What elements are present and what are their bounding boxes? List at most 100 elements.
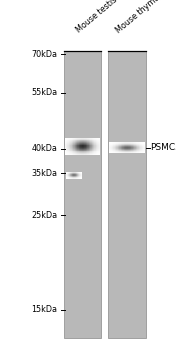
Bar	[120, 148, 121, 149]
Bar	[70, 143, 71, 144]
Bar	[89, 154, 90, 155]
Bar	[66, 139, 67, 140]
Bar	[80, 144, 81, 145]
Bar	[81, 153, 82, 154]
Bar	[65, 151, 66, 152]
Bar	[93, 143, 94, 144]
Bar	[97, 142, 98, 143]
Bar	[74, 153, 75, 154]
Bar	[137, 148, 138, 149]
Bar	[131, 151, 132, 152]
Bar	[71, 150, 72, 151]
Bar	[78, 150, 79, 151]
Bar	[85, 147, 86, 148]
Bar	[76, 151, 77, 152]
Bar	[81, 176, 82, 177]
Bar	[70, 151, 71, 152]
Bar	[77, 150, 78, 151]
Bar	[82, 143, 83, 144]
Bar	[70, 174, 71, 175]
Bar	[87, 146, 88, 147]
Bar	[91, 139, 92, 140]
Bar	[81, 138, 82, 139]
Bar	[78, 174, 79, 175]
Bar	[109, 144, 110, 145]
Bar	[78, 140, 79, 141]
Bar	[117, 149, 118, 150]
Bar	[72, 144, 73, 145]
Bar	[76, 154, 77, 155]
Bar	[85, 141, 86, 142]
Bar	[77, 153, 78, 154]
Bar	[80, 146, 81, 147]
Bar	[96, 138, 97, 139]
Bar	[114, 149, 115, 150]
Bar	[143, 148, 144, 149]
Bar	[74, 148, 75, 149]
Bar	[121, 147, 122, 148]
Bar	[65, 147, 66, 148]
Bar	[135, 145, 136, 146]
Bar	[131, 147, 132, 148]
Bar	[73, 176, 74, 177]
Bar	[89, 140, 90, 141]
Bar	[121, 148, 122, 149]
Bar	[115, 144, 116, 145]
Bar	[116, 146, 117, 147]
Bar	[117, 145, 118, 146]
Bar	[128, 152, 129, 153]
Bar	[134, 152, 135, 153]
Bar	[97, 147, 98, 148]
Bar	[93, 148, 94, 149]
Bar	[133, 146, 134, 147]
Bar	[127, 142, 128, 143]
Bar	[69, 139, 70, 140]
Bar	[75, 138, 76, 139]
Bar	[87, 154, 88, 155]
Bar	[116, 149, 117, 150]
Bar	[67, 140, 68, 141]
Bar	[73, 151, 74, 152]
Bar	[83, 140, 84, 141]
Bar	[95, 151, 96, 152]
Bar	[127, 146, 128, 147]
Bar	[144, 142, 145, 143]
Bar	[90, 153, 91, 154]
Bar	[71, 152, 72, 153]
Bar	[86, 149, 87, 150]
Bar	[76, 153, 77, 154]
Bar	[125, 149, 126, 150]
Bar	[142, 147, 143, 148]
Bar	[69, 142, 70, 143]
Bar	[89, 144, 90, 145]
Bar	[77, 173, 78, 174]
Bar	[68, 138, 69, 139]
Bar	[83, 153, 84, 154]
Bar	[78, 141, 79, 142]
Bar	[121, 142, 122, 143]
Bar	[82, 140, 83, 141]
Bar	[133, 152, 134, 153]
Bar	[141, 142, 142, 143]
Bar	[81, 143, 82, 144]
Bar	[125, 145, 126, 146]
Bar	[96, 151, 97, 152]
Text: 40kDa: 40kDa	[31, 144, 57, 153]
Bar	[67, 152, 68, 153]
Bar	[117, 150, 118, 151]
Bar	[77, 152, 78, 153]
Bar	[139, 151, 140, 152]
Bar	[77, 141, 78, 142]
Bar	[66, 138, 67, 139]
Bar	[129, 148, 130, 149]
Bar	[136, 150, 137, 151]
Bar	[115, 150, 116, 151]
Bar	[112, 148, 113, 149]
Bar	[78, 154, 79, 155]
Bar	[82, 138, 83, 139]
Bar	[85, 146, 86, 147]
Bar	[127, 144, 128, 145]
Bar	[136, 152, 137, 153]
Bar	[80, 153, 81, 154]
Bar	[128, 145, 129, 146]
